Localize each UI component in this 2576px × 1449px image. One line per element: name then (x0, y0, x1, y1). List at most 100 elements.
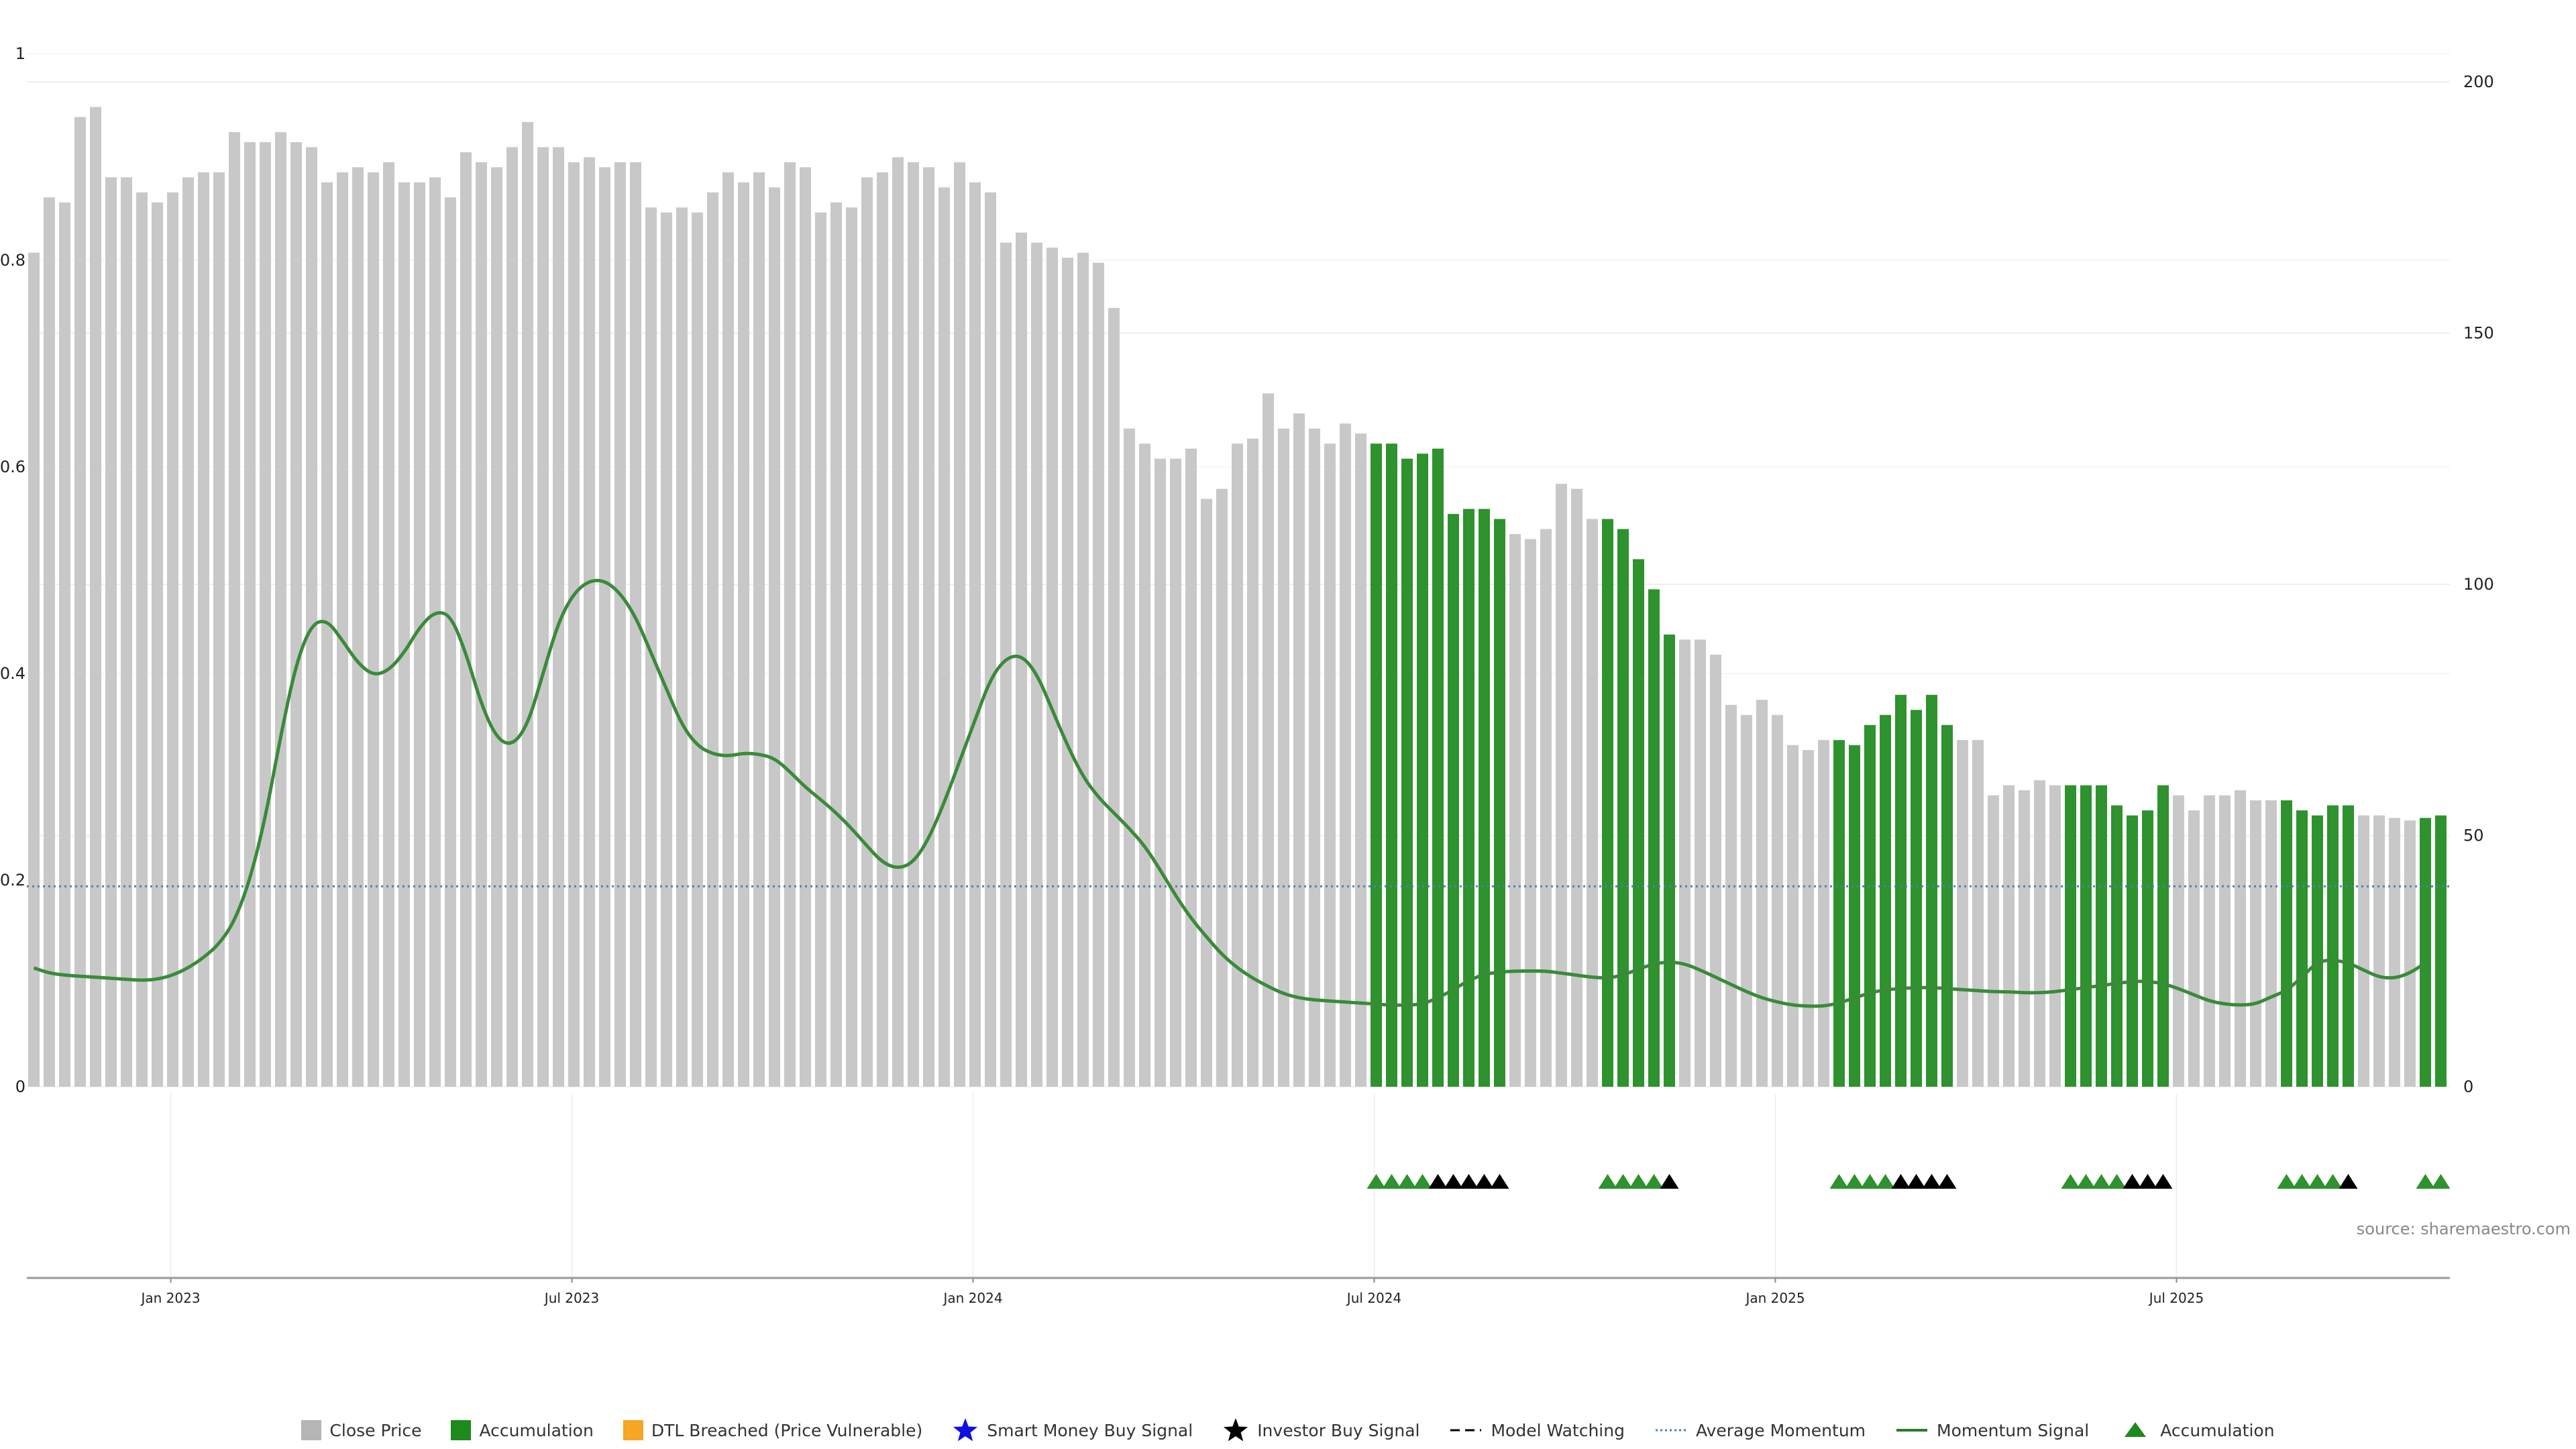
square-legend-icon (301, 1420, 322, 1440)
close-price-bar (167, 192, 178, 1087)
close-price-bar (522, 121, 533, 1087)
accumulation-triangle (2061, 1174, 2080, 1189)
right-tick-label: 50 (2463, 826, 2484, 845)
close-price-bar (1509, 534, 1521, 1087)
close-price-bar (476, 162, 487, 1087)
close-price-bar (306, 147, 317, 1087)
accumulation-triangle (2107, 1174, 2127, 1189)
accumulation-bar (1617, 529, 1629, 1087)
chart: Jan 2023 Jul 2023 Jan 2024 Jul 2024 Jan 2025… (0, 44, 2571, 1306)
accumulation-bar (1386, 443, 1397, 1087)
close-price-bar (861, 177, 873, 1087)
close-price-bar (2389, 818, 2400, 1087)
close-price-bar (846, 207, 857, 1087)
accumulation-triangle (1613, 1174, 1633, 1189)
accumulation-triangle (2431, 1174, 2451, 1189)
investor-signal-triangle (1937, 1174, 1957, 1189)
close-price-bar (1155, 458, 1166, 1087)
investor-signal-triangle (1922, 1174, 1941, 1189)
close-price-bar (676, 207, 688, 1087)
close-price-bar (1293, 413, 1305, 1087)
close-price-bar (1772, 714, 1783, 1087)
close-price-bar (1556, 484, 1567, 1087)
accumulation-bar (2343, 805, 2354, 1087)
legend-item: Close Price (301, 1420, 421, 1440)
x-tick-label: Jul 2024 (1346, 1290, 1401, 1306)
close-price-bar (1062, 258, 1073, 1087)
dash-legend-icon (1450, 1429, 1482, 1432)
close-price-bar (1278, 428, 1289, 1087)
accumulation-triangle (2323, 1174, 2343, 1189)
accumulation-triangle (1876, 1174, 1895, 1189)
accumulation-triangle (1397, 1174, 1417, 1189)
close-price-bar (1263, 393, 1274, 1087)
accumulation-bar (1633, 559, 1644, 1087)
close-price-bar (2188, 810, 2200, 1087)
close-price-bar (1201, 498, 1212, 1087)
close-price-bar (2204, 795, 2215, 1087)
close-price-bar (136, 192, 148, 1087)
legend-label: Smart Money Buy Signal (987, 1420, 1193, 1440)
close-price-bar (59, 202, 70, 1087)
accumulation-triangle (1382, 1174, 1401, 1189)
star-legend-icon (1224, 1418, 1248, 1442)
left-tick-label: 0.6 (0, 458, 25, 476)
close-price-bar (229, 131, 240, 1087)
legend-label: DTL Breached (Price Vulnerable) (651, 1420, 923, 1440)
close-price-bar (321, 182, 333, 1087)
legend-item: Average Momentum (1654, 1417, 1866, 1444)
accumulation-bar (1417, 453, 1428, 1087)
price-bars (28, 107, 2447, 1087)
close-price-bar (1309, 428, 1320, 1087)
accumulation-triangle (1629, 1174, 1648, 1189)
close-price-bar (28, 252, 40, 1087)
close-price-bar (260, 142, 271, 1087)
dot-legend-icon (1655, 1429, 1686, 1432)
accumulation-bar (1479, 508, 1490, 1087)
accumulation-bar (2065, 785, 2076, 1087)
left-tick-label: 0.4 (0, 664, 25, 683)
x-tick-label: Jul 2025 (2148, 1290, 2204, 1306)
close-price-bar (1124, 428, 1135, 1087)
accumulation-bar (2327, 805, 2339, 1087)
close-price-bar (537, 147, 549, 1087)
accumulation-bar (2281, 800, 2292, 1087)
right-tick-label: 0 (2463, 1077, 2473, 1096)
close-price-bar (599, 167, 610, 1087)
accumulation-bar (2127, 815, 2138, 1087)
star-legend-icon (953, 1418, 978, 1442)
close-price-bar (152, 202, 163, 1087)
close-price-bar (584, 157, 595, 1087)
close-price-bar (707, 192, 718, 1087)
close-price-bar (2019, 790, 2030, 1087)
right-tick-label: 150 (2463, 324, 2494, 343)
close-price-bar (1340, 423, 1351, 1087)
close-price-bar (352, 167, 364, 1087)
close-price-bar (2373, 815, 2385, 1087)
momentum-lines (27, 578, 2450, 1008)
accumulation-bar (2435, 815, 2447, 1087)
momentum-signal-line (33, 578, 2426, 1008)
accumulation-bar (2096, 785, 2107, 1087)
close-price-bar (2034, 780, 2045, 1087)
accumulation-bar (1371, 443, 1382, 1087)
close-price-bar (645, 207, 657, 1087)
legend-item: DTL Breached (Price Vulnerable) (623, 1420, 922, 1440)
close-price-bar (815, 212, 826, 1087)
accumulation-triangle (1644, 1174, 1664, 1189)
close-price-bar (2173, 795, 2184, 1087)
investor-signal-triangle (1907, 1174, 1926, 1189)
close-price-bar (398, 182, 410, 1087)
close-price-bar (722, 172, 734, 1087)
accumulation-bar (1880, 714, 1891, 1087)
close-price-bar (738, 182, 749, 1087)
accumulation-bar (1864, 724, 1876, 1087)
investor-signal-triangle (1660, 1174, 1679, 1189)
close-price-bar (923, 167, 934, 1087)
close-price-bar (121, 177, 132, 1087)
square-legend-icon (451, 1420, 472, 1440)
close-price-bar (213, 172, 225, 1087)
close-price-bar (1324, 443, 1336, 1087)
accumulation-bar (2080, 785, 2092, 1087)
accumulation-triangle (1366, 1174, 1386, 1189)
